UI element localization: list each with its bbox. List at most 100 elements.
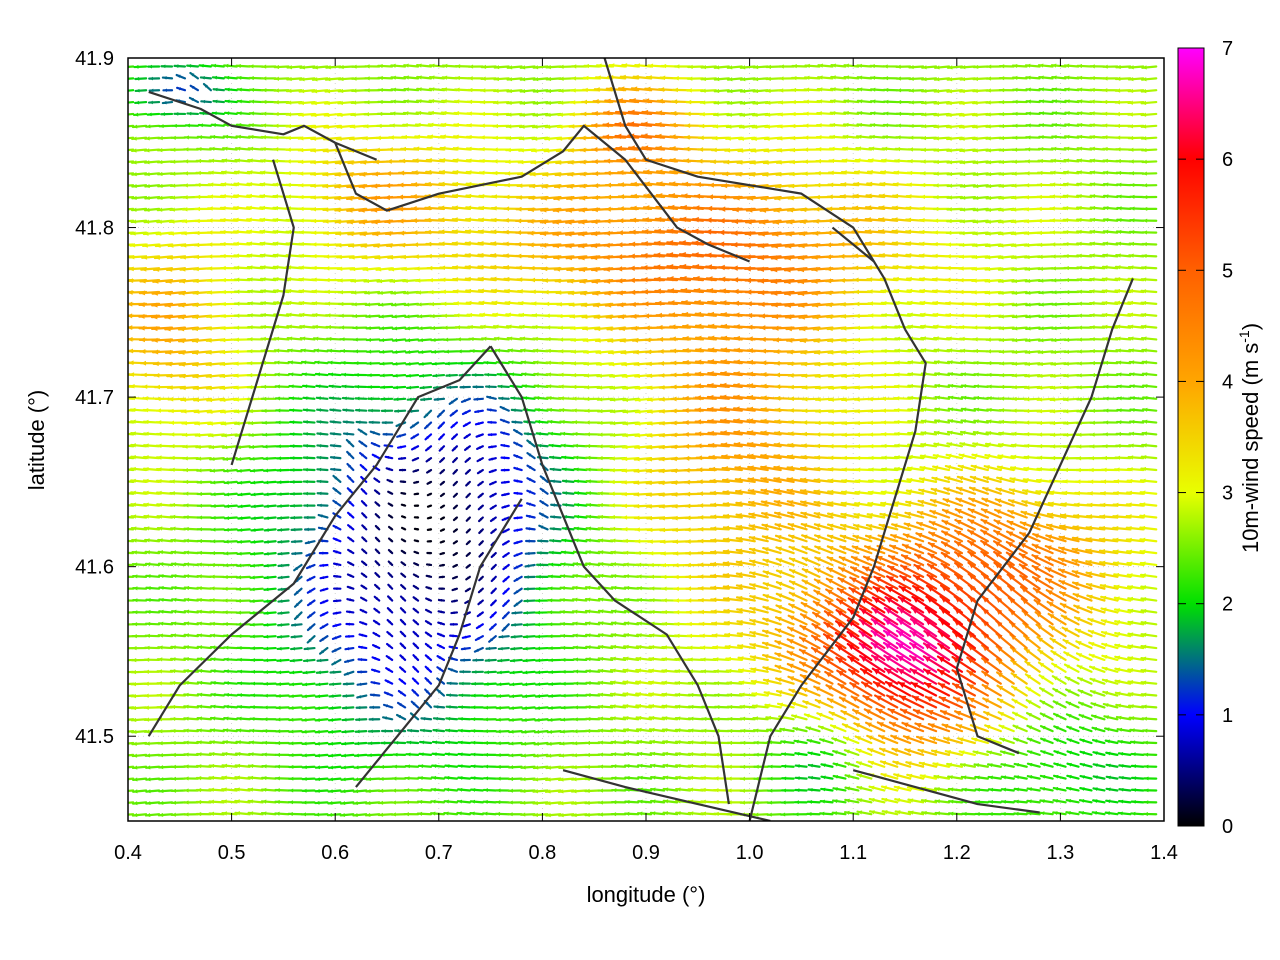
wind-arrow: [289, 468, 303, 472]
wind-arrow: [196, 135, 212, 140]
wind-arrow: [340, 753, 355, 758]
wind-arrow: [235, 610, 251, 615]
wind-arrow: [560, 562, 575, 567]
wind-arrow: [196, 586, 212, 591]
wind-arrow: [333, 574, 342, 579]
wind-arrow: [561, 479, 575, 484]
wind-arrow: [469, 799, 484, 804]
wind-arrow: [649, 763, 666, 768]
wind-arrow: [425, 597, 433, 602]
wind-arrow: [609, 704, 627, 709]
wind-arrow: [289, 670, 303, 675]
wind-arrow: [573, 514, 588, 519]
wind-arrow: [319, 646, 329, 655]
wind-arrow: [262, 717, 277, 722]
wind-arrow: [547, 586, 562, 591]
wind-arrow: [145, 124, 161, 129]
wind-arrow: [700, 704, 718, 710]
wind-arrow: [170, 776, 187, 781]
wind-arrow: [450, 421, 459, 429]
wind-arrow: [260, 76, 277, 81]
wind-arrow: [250, 516, 264, 521]
wind-arrow: [914, 722, 938, 733]
wind-arrow: [378, 349, 394, 354]
wind-arrow: [1115, 348, 1132, 353]
wind-arrow: [941, 723, 964, 733]
wind-arrow: [351, 302, 368, 307]
wind-arrow: [412, 665, 420, 673]
wind-arrow: [300, 360, 316, 365]
wind-arrow: [465, 540, 471, 546]
wind-arrow: [535, 431, 549, 436]
wind-arrow: [459, 385, 471, 389]
wind-arrow: [1102, 217, 1119, 222]
wind-arrow: [901, 721, 925, 733]
wind-arrow: [1102, 170, 1119, 175]
wind-arrow: [571, 597, 588, 602]
wind-arrow: [862, 694, 886, 709]
wind-arrow: [423, 409, 433, 419]
wind-arrow: [398, 666, 407, 673]
wind-arrow: [852, 708, 873, 721]
wind-arrow: [1079, 738, 1093, 745]
wind-arrow: [750, 667, 769, 673]
wind-arrow: [288, 764, 303, 769]
wind-arrow: [452, 540, 459, 545]
wind-arrow: [316, 420, 329, 424]
wind-arrow: [1118, 775, 1132, 780]
wind-arrow: [314, 800, 329, 805]
wind-arrow: [331, 635, 342, 640]
wind-arrow: [354, 741, 368, 746]
wind-arrow: [484, 372, 497, 377]
wind-arrow: [813, 685, 834, 697]
wind-arrow: [382, 432, 394, 437]
wind-arrow: [413, 550, 420, 555]
wind-arrow: [345, 438, 355, 448]
wind-arrow: [1129, 384, 1145, 389]
wind-arrow: [573, 491, 588, 495]
wind-arrow: [306, 587, 316, 594]
wind-arrow: [570, 789, 588, 794]
wind-arrow: [144, 645, 161, 650]
wind-arrow: [399, 480, 407, 484]
wind-arrow: [328, 706, 342, 710]
wind-arrow: [880, 772, 899, 780]
wind-arrow: [400, 491, 407, 495]
wind-arrow: [210, 123, 225, 128]
wind-arrow: [144, 550, 161, 555]
wind-arrow: [1051, 111, 1067, 116]
wind-arrow: [534, 658, 549, 663]
wind-arrow: [463, 433, 471, 440]
wind-arrow: [1052, 799, 1067, 804]
wind-arrow: [854, 735, 873, 745]
wind-arrow: [445, 373, 459, 378]
wind-arrow: [549, 527, 562, 531]
wind-arrow: [346, 499, 355, 507]
wind-arrow: [458, 693, 471, 698]
wind-arrow: [477, 492, 484, 499]
wind-arrow: [959, 195, 977, 200]
wind-arrow: [449, 409, 459, 417]
wind-arrow: [248, 740, 264, 745]
wind-arrow: [234, 811, 251, 816]
wind-arrow: [404, 776, 420, 781]
wind-arrow: [339, 813, 355, 818]
wind-arrow: [923, 681, 951, 697]
wind-arrow: [1051, 662, 1067, 673]
wind-arrow: [301, 777, 316, 781]
wind-arrow: [904, 748, 925, 756]
wind-arrow: [364, 302, 381, 307]
wind-arrow: [340, 789, 355, 794]
wind-arrow: [546, 407, 562, 412]
wind-arrow: [584, 597, 601, 602]
wind-arrow: [223, 111, 238, 116]
wind-arrow: [482, 764, 497, 769]
wind-arrow: [856, 99, 873, 104]
wind-arrow: [387, 560, 394, 567]
wind-arrow: [1012, 737, 1028, 745]
wind-arrow: [739, 764, 756, 769]
wind-arrow: [998, 135, 1015, 141]
wind-arrow: [1114, 667, 1132, 673]
wind-arrow: [333, 587, 342, 591]
wind-arrow: [1092, 787, 1106, 792]
